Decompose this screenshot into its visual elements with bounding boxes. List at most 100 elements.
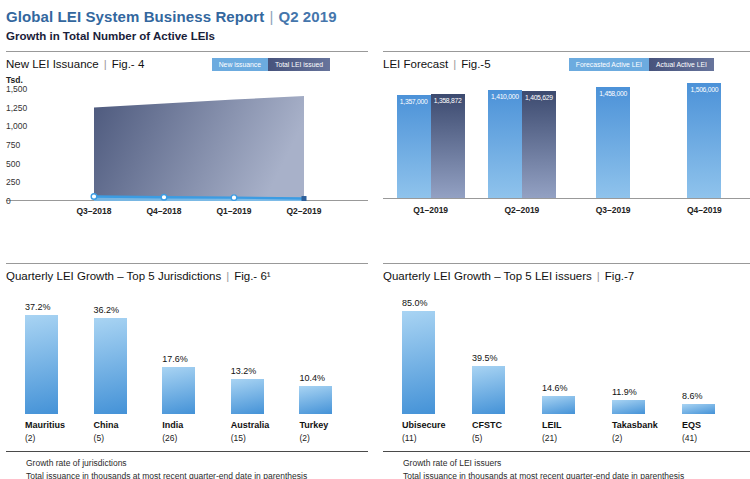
bar xyxy=(25,315,58,414)
data-point-marker xyxy=(231,195,237,201)
bar-value-label: 36.2% xyxy=(94,305,120,315)
total-lei-issued-area xyxy=(94,96,304,201)
category-cell: China (5) xyxy=(94,420,163,449)
figure-number: Fig.- 6¹ xyxy=(234,270,270,282)
chart-title-text: New LEI Issuance xyxy=(6,58,99,70)
forecasted-bar: 1,458,000 xyxy=(596,87,630,198)
x-axis-labels: Q1–2019Q2–2019Q3–2019Q4–2019 xyxy=(383,205,750,215)
category-cell: Turkey(2) xyxy=(299,420,368,449)
panel-head: Quarterly LEI Growth – Top 5 Jurisdictio… xyxy=(6,270,368,282)
bar-column: 8.6% xyxy=(682,391,750,415)
x-axis-label: Q3–2018 xyxy=(77,206,112,216)
chart-title: Quarterly LEI Growth – Top 5 Jurisdictio… xyxy=(6,270,271,282)
bar-value-label: 10.4% xyxy=(299,373,325,383)
figure-number: Fig.-5 xyxy=(461,58,490,70)
bar-group: 1,357,0001,358,872 xyxy=(385,80,476,198)
category-labels: Mauritius(2)China(5)India(26)Australia(1… xyxy=(6,420,368,449)
category-count: (5) xyxy=(94,433,163,443)
figure-number: Fig.- 4 xyxy=(112,58,145,70)
bar xyxy=(612,400,645,415)
legend-item-new-issuance: New issuance xyxy=(212,58,268,71)
category-cell: Ubisecure (11) xyxy=(402,420,472,449)
title-separator: | xyxy=(264,8,278,25)
panel-top-jurisdictions: Quarterly LEI Growth – Top 5 Jurisdictio… xyxy=(6,263,368,473)
forecasted-bar: 1,506,000 xyxy=(687,83,721,198)
legend: Forecasted Active LEI Actual Active LEI xyxy=(569,58,714,71)
y-axis-tick: 250 xyxy=(6,177,20,187)
category-count: (11) xyxy=(402,433,472,443)
category-label: LEIL xyxy=(542,420,612,430)
panel-top-lei-issuers: Quarterly LEI Growth – Top 5 LEI issuers… xyxy=(383,263,750,473)
title-pipe: | xyxy=(448,58,461,70)
page-subtitle: Growth in Total Number of Active LEIs xyxy=(6,30,745,42)
category-count: (2) xyxy=(612,433,682,443)
category-label: India xyxy=(162,420,231,430)
category-label: Australia xyxy=(231,420,300,430)
x-axis-label: Q2–2019 xyxy=(287,206,322,216)
bar-value-label: 14.6% xyxy=(542,383,568,393)
panel-head: LEI Forecast|Fig.-5 Forecasted Active LE… xyxy=(383,58,750,71)
bar-column: 14.6% xyxy=(542,383,612,414)
category-labels: Ubisecure (11)CFSTC(5)LEIL (21)Takasbank(2… xyxy=(383,420,750,449)
issuers-bar-plot: 85.0% 39.5% 14.6% 11.9% 8.6% xyxy=(383,290,750,414)
bar-column: 36.2% xyxy=(94,305,163,415)
category-count: (26) xyxy=(162,433,231,443)
bar-value-label: 8.6% xyxy=(682,391,703,401)
footnotes: Growth rate of jurisdictions Total issua… xyxy=(6,452,368,479)
page-title: Global LEI System Business Report|Q2 201… xyxy=(6,8,745,25)
category-label: China xyxy=(94,420,163,430)
bar-value-label: 11.9% xyxy=(612,387,637,397)
category-cell: CFSTC(5) xyxy=(472,420,542,449)
bar-column: 11.9% xyxy=(612,387,682,415)
bar-column: 17.6% xyxy=(162,354,231,414)
jurisdictions-bar-plot: 37.2% 36.2% 17.6%13.2%10.4% xyxy=(6,290,368,414)
forecast-bar-plot: 1,357,0001,358,8721,410,0001,405,629 1,45… xyxy=(383,80,750,199)
title-pipe: | xyxy=(221,270,234,282)
category-cell: Australia (15) xyxy=(231,420,300,449)
title-pipe: | xyxy=(99,58,112,70)
x-axis-labels: Q3–2018 Q4–2018 Q1–2019 Q2–2019 xyxy=(6,201,368,221)
bar xyxy=(162,367,195,414)
category-label: Ubisecure xyxy=(402,420,472,430)
category-cell: Takasbank(2) xyxy=(612,420,682,449)
bar-value-label: 37.2% xyxy=(25,302,51,312)
bar-column: 13.2% xyxy=(231,366,300,414)
bar-value-label: 85.0% xyxy=(402,298,428,308)
report-page: Global LEI System Business Report|Q2 201… xyxy=(0,0,750,479)
x-axis-label: Q1–2019 xyxy=(217,206,252,216)
bar-group: 1,506,000 xyxy=(659,80,750,198)
x-axis-label: Q4–2018 xyxy=(147,206,182,216)
chart-title-text: Quarterly LEI Growth – Top 5 LEI issuers xyxy=(383,270,592,282)
panel-lei-forecast: LEI Forecast|Fig.-5 Forecasted Active LE… xyxy=(383,51,750,263)
footnotes: Growth rate of LEI issuers Total issuanc… xyxy=(383,452,750,479)
y-axis-tick: 1,250 xyxy=(6,103,27,113)
category-cell: LEIL (21) xyxy=(542,420,612,449)
category-count: (15) xyxy=(231,433,300,443)
forecasted-bar: 1,410,000 xyxy=(488,90,522,198)
x-axis-label: Q2–2019 xyxy=(476,205,567,215)
legend: New issuance Total LEI issued xyxy=(212,58,330,71)
bar-group: 1,458,000 xyxy=(568,80,659,198)
chart-title-text: LEI Forecast xyxy=(383,58,448,70)
bar xyxy=(472,366,505,414)
bar xyxy=(542,396,575,414)
panel-head: New LEI Issuance|Fig.- 4 New issuance To… xyxy=(6,58,368,71)
category-count: (2) xyxy=(25,433,94,443)
category-label: Turkey xyxy=(299,420,368,430)
actual-bar: 1,358,872 xyxy=(431,94,465,198)
bar-group: 1,410,0001,405,629 xyxy=(476,80,567,198)
footnote: Growth rate of jurisdictions xyxy=(26,457,368,470)
bar-value-label: 39.5% xyxy=(472,353,498,363)
category-cell: India (26) xyxy=(162,420,231,449)
category-count: (5) xyxy=(472,433,542,443)
chart-title-text: Quarterly LEI Growth – Top 5 Jurisdictio… xyxy=(6,270,221,282)
bar xyxy=(682,404,715,415)
legend-item-forecasted: Forecasted Active LEI xyxy=(569,58,649,71)
chart-title: New LEI Issuance|Fig.- 4 xyxy=(6,58,144,70)
y-axis-tick: 1,500 xyxy=(6,84,27,94)
page-title-main: Global LEI System Business Report xyxy=(6,8,264,25)
category-count: (21) xyxy=(542,433,612,443)
footnote: Growth rate of LEI issuers xyxy=(403,457,750,470)
bar xyxy=(231,379,264,414)
footnote: Total issuance in thousands at most rece… xyxy=(403,470,750,479)
